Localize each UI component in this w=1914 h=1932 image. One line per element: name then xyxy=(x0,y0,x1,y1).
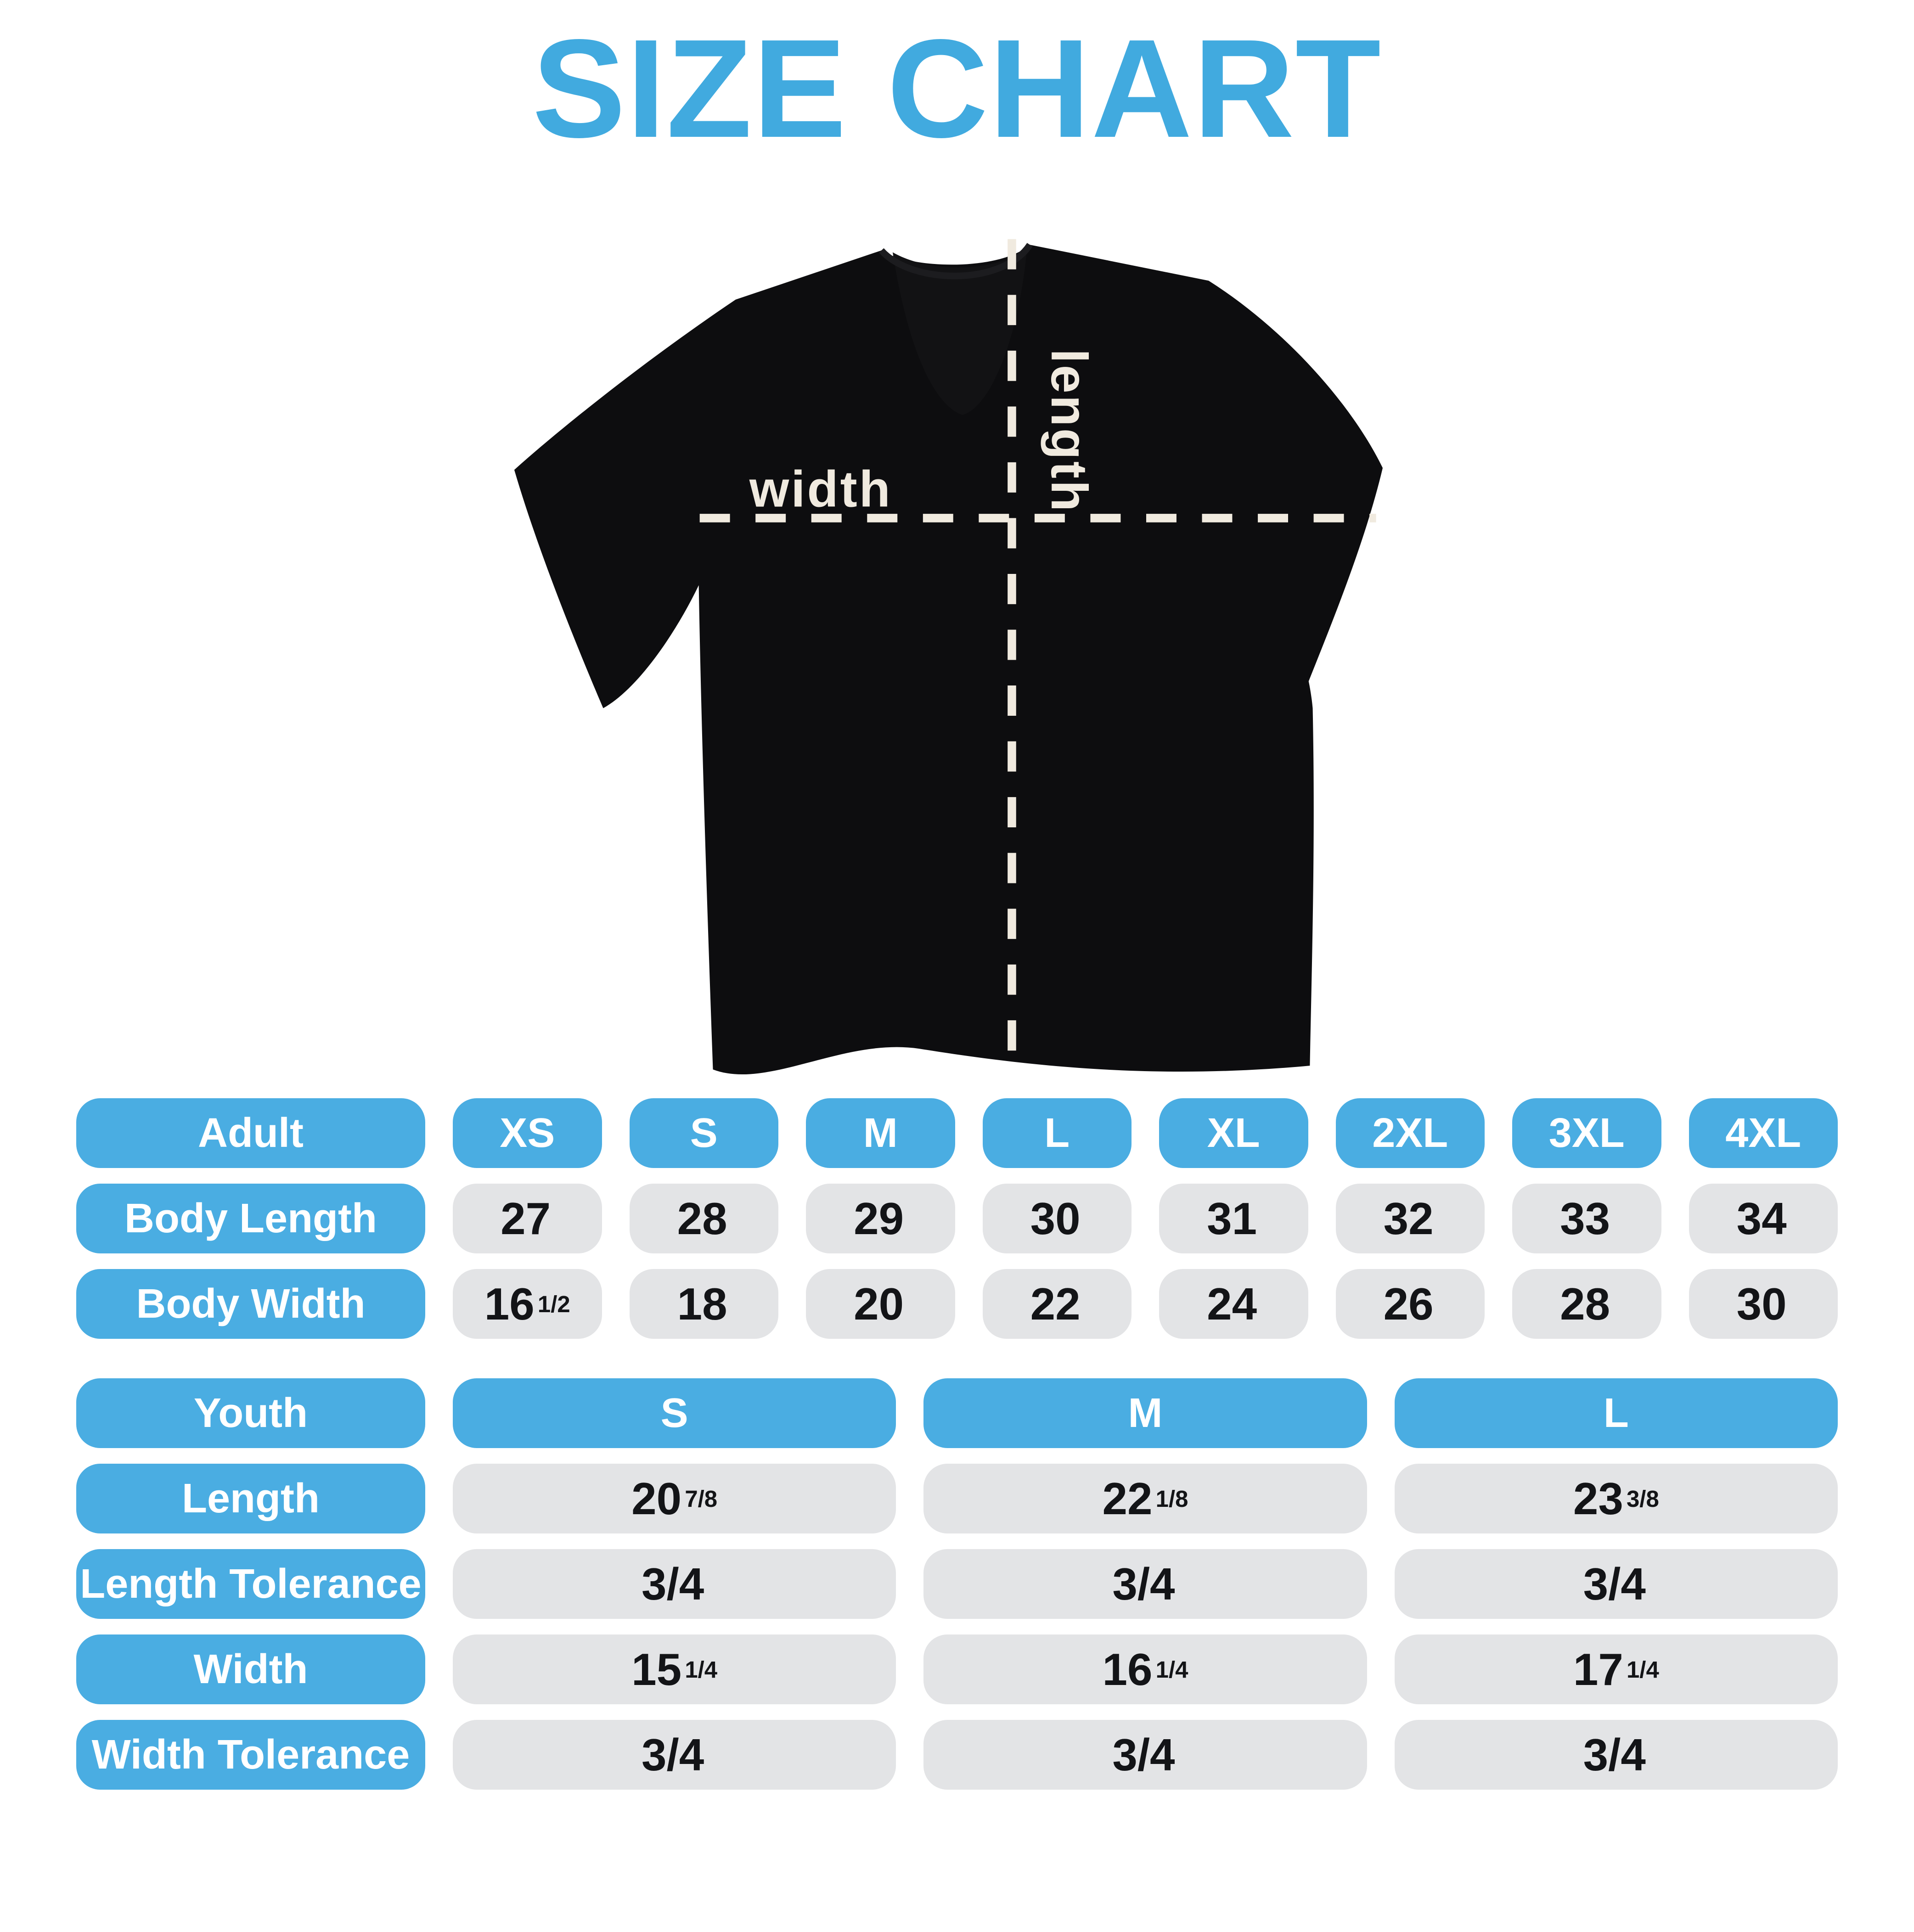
value-main: 22 xyxy=(1030,1278,1081,1329)
row-label-length-tolerance: Length Tolerance xyxy=(76,1549,425,1619)
value-main: 30 xyxy=(1736,1278,1787,1329)
value-main: 20 xyxy=(631,1473,682,1524)
value-main: 33 xyxy=(1560,1193,1610,1244)
value-main: 34 xyxy=(1736,1193,1787,1244)
width-label: width xyxy=(749,461,892,518)
value-main: 17 xyxy=(1573,1644,1623,1695)
size-value-cell: 24 xyxy=(1159,1269,1308,1339)
size-col-header-l: L xyxy=(982,1098,1132,1168)
row-label-width: Width xyxy=(76,1634,425,1704)
youth-col-header-s: S xyxy=(453,1378,896,1448)
size-col-header-xl: XL xyxy=(1159,1098,1308,1168)
value-main: 20 xyxy=(854,1278,904,1329)
value-main: 28 xyxy=(1560,1278,1610,1329)
value-main: 26 xyxy=(1383,1278,1434,1329)
value-main: 16 xyxy=(484,1278,535,1329)
value-fraction: 1/2 xyxy=(537,1291,570,1317)
size-value-cell: 23 3/8 xyxy=(1394,1464,1838,1533)
size-col-header-s: S xyxy=(629,1098,778,1168)
value-fraction: 1/4 xyxy=(685,1656,718,1683)
youth-table-header: Youth xyxy=(76,1378,425,1448)
size-value-cell: 22 1/8 xyxy=(923,1464,1367,1533)
value-main: 16 xyxy=(1102,1644,1153,1695)
size-value-cell: 3/4 xyxy=(923,1720,1367,1790)
row-label-width-tolerance: Width Tolerance xyxy=(76,1720,425,1790)
value-main: 3/4 xyxy=(641,1729,704,1780)
row-label-body-length: Body Length xyxy=(76,1184,425,1253)
size-col-header-3xl: 3XL xyxy=(1512,1098,1661,1168)
size-value-cell: 15 1/4 xyxy=(453,1634,896,1704)
page-title: SIZE CHART xyxy=(532,10,1382,167)
tshirt-neck-opening xyxy=(892,248,1027,415)
value-main: 30 xyxy=(1030,1193,1081,1244)
size-value-cell: 29 xyxy=(806,1184,955,1253)
value-main: 3/4 xyxy=(641,1558,704,1609)
size-value-cell: 18 xyxy=(629,1269,778,1339)
value-fraction: 3/8 xyxy=(1626,1485,1659,1512)
size-value-cell: 3/4 xyxy=(1394,1720,1838,1790)
size-col-header-4xl: 4XL xyxy=(1689,1098,1838,1168)
value-main: 18 xyxy=(677,1278,727,1329)
size-value-cell: 31 xyxy=(1159,1184,1308,1253)
size-value-cell: 16 1/2 xyxy=(453,1269,602,1339)
tshirt-silhouette xyxy=(514,245,1383,1075)
length-label: length xyxy=(1041,349,1098,513)
size-value-cell: 34 xyxy=(1689,1184,1838,1253)
youth-col-header-l: L xyxy=(1394,1378,1838,1448)
size-value-cell: 33 xyxy=(1512,1184,1661,1253)
adult-table-header: Adult xyxy=(76,1098,425,1168)
value-main: 28 xyxy=(677,1193,727,1244)
size-value-cell: 20 xyxy=(806,1269,955,1339)
youth-size-table: Youth S M L Length 20 7/8 22 1/8 23 3/8 Len… xyxy=(76,1378,1838,1790)
tshirt-measurement-diagram: width length xyxy=(484,180,1430,1126)
size-value-cell: 22 xyxy=(982,1269,1132,1339)
value-main: 3/4 xyxy=(1112,1729,1175,1780)
row-label-body-width: Body Width xyxy=(76,1269,425,1339)
value-fraction: 1/4 xyxy=(1155,1656,1188,1683)
size-col-header-m: M xyxy=(806,1098,955,1168)
size-value-cell: 28 xyxy=(629,1184,778,1253)
value-fraction: 1/4 xyxy=(1626,1656,1659,1683)
size-value-cell: 3/4 xyxy=(923,1549,1367,1619)
size-value-cell: 3/4 xyxy=(453,1720,896,1790)
value-main: 32 xyxy=(1383,1193,1434,1244)
size-value-cell: 3/4 xyxy=(453,1549,896,1619)
tshirt-diagram-svg: width length xyxy=(514,239,1383,1075)
value-main: 24 xyxy=(1207,1278,1257,1329)
size-col-header-xs: XS xyxy=(453,1098,602,1168)
size-value-cell: 3/4 xyxy=(1394,1549,1838,1619)
size-value-cell: 28 xyxy=(1512,1269,1661,1339)
value-main: 23 xyxy=(1573,1473,1623,1524)
value-main: 3/4 xyxy=(1583,1558,1646,1609)
value-fraction: 1/8 xyxy=(1155,1485,1188,1512)
youth-col-header-m: M xyxy=(923,1378,1367,1448)
size-value-cell: 32 xyxy=(1335,1184,1485,1253)
value-main: 22 xyxy=(1102,1473,1153,1524)
size-value-cell: 27 xyxy=(453,1184,602,1253)
value-main: 29 xyxy=(854,1193,904,1244)
row-label-length: Length xyxy=(76,1464,425,1533)
adult-size-table: Adult XS S M L XL 2XL 3XL 4XL Body Lengt… xyxy=(76,1098,1838,1339)
value-main: 3/4 xyxy=(1583,1729,1646,1780)
size-value-cell: 30 xyxy=(982,1184,1132,1253)
size-value-cell: 17 1/4 xyxy=(1394,1634,1838,1704)
size-value-cell: 26 xyxy=(1335,1269,1485,1339)
size-col-header-2xl: 2XL xyxy=(1335,1098,1485,1168)
size-value-cell: 20 7/8 xyxy=(453,1464,896,1533)
value-main: 15 xyxy=(631,1644,682,1695)
value-fraction: 7/8 xyxy=(685,1485,718,1512)
value-main: 31 xyxy=(1207,1193,1257,1244)
size-value-cell: 16 1/4 xyxy=(923,1634,1367,1704)
value-main: 3/4 xyxy=(1112,1558,1175,1609)
value-main: 27 xyxy=(501,1193,551,1244)
size-value-cell: 30 xyxy=(1689,1269,1838,1339)
